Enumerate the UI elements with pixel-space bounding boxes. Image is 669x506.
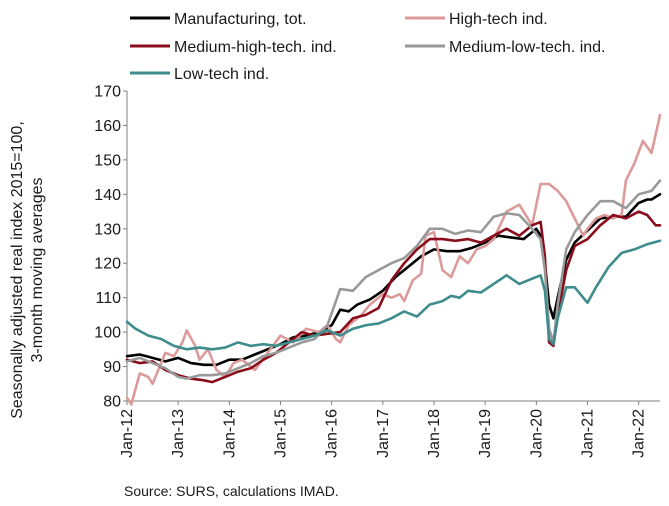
y-axis-title: Seasonally adjusted real index 2015=100,… bbox=[9, 121, 46, 419]
x-tick-label: Jan-22 bbox=[631, 409, 648, 458]
legend-label: Medium-low-tech. ind. bbox=[449, 39, 606, 56]
series-line-high-tech-ind bbox=[125, 113, 662, 406]
y-axis-title-line-1: Seasonally adjusted real index 2015=100, bbox=[9, 121, 26, 419]
y-tick-label: 120 bbox=[94, 256, 121, 273]
x-tick-label: Jan-18 bbox=[426, 409, 443, 458]
legend-label: High-tech ind. bbox=[449, 11, 548, 28]
y-tick-label: 100 bbox=[94, 325, 121, 342]
x-axis: Jan-12 Jan-13 Jan-14 Jan-15 Jan-16 Jan-17 Jan-… bbox=[119, 400, 660, 458]
x-tick-label: Jan-12 bbox=[119, 409, 136, 458]
y-axis-title-line-2: 3-month moving averages bbox=[29, 178, 46, 363]
y-tick-label: 80 bbox=[103, 394, 121, 411]
legend-label: Medium-high-tech. ind. bbox=[174, 39, 337, 56]
x-tick-label: Jan-20 bbox=[528, 409, 545, 458]
y-axis: 80 90 100 110 120 130 140 150 160 170 bbox=[94, 84, 128, 411]
legend-label: Low-tech ind. bbox=[174, 66, 269, 83]
series-line-low-tech-ind bbox=[125, 239, 662, 351]
y-tick-label: 150 bbox=[94, 152, 121, 169]
series-line-medium-low-tech-ind bbox=[125, 179, 662, 380]
x-tick-label: Jan-15 bbox=[273, 409, 290, 458]
y-tick-label: 110 bbox=[95, 290, 121, 307]
y-tick-label: 130 bbox=[94, 221, 121, 238]
x-tick-label: Jan-21 bbox=[580, 409, 597, 458]
x-tick-label: Jan-13 bbox=[170, 409, 187, 458]
y-tick-label: 170 bbox=[94, 84, 121, 101]
y-tick-label: 160 bbox=[94, 118, 121, 135]
x-tick-label: Jan-19 bbox=[477, 409, 494, 458]
plot-area bbox=[125, 113, 662, 406]
series-line-medium-high-tech-ind bbox=[125, 210, 662, 384]
x-tick-label: Jan-14 bbox=[221, 409, 238, 458]
y-tick-label: 90 bbox=[103, 359, 121, 376]
y-tick-label: 140 bbox=[94, 187, 121, 204]
x-tick-label: Jan-16 bbox=[324, 409, 341, 458]
source-note: Source: SURS, calculations IMAD. bbox=[124, 483, 339, 499]
legend-label: Manufacturing, tot. bbox=[174, 11, 307, 28]
x-tick-label: Jan-17 bbox=[375, 409, 392, 458]
series-line-manufacturing-tot bbox=[125, 193, 662, 367]
chart-legend: Manufacturing, tot. High-tech ind. Medium-… bbox=[130, 11, 606, 83]
